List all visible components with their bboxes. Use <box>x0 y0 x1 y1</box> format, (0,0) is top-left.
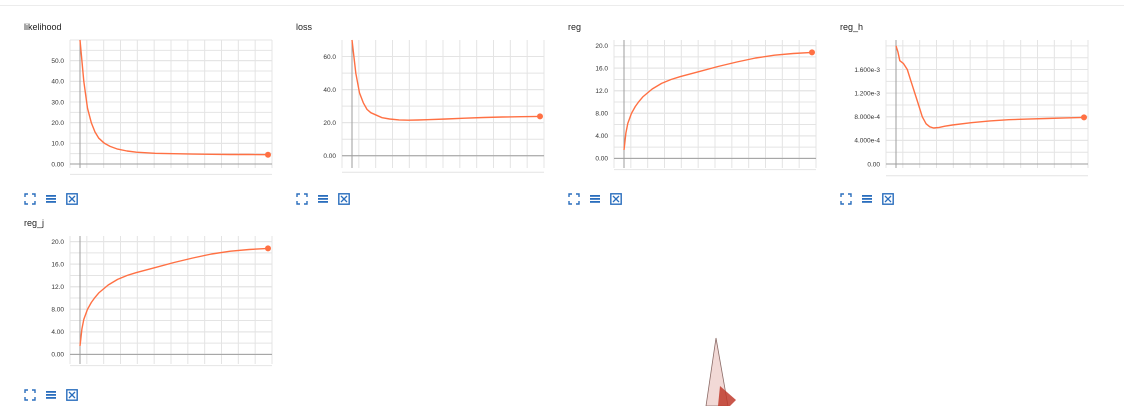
y-tick-label: 1.600e-3 <box>854 67 880 74</box>
chart-card-reg-j: reg_j 0.00 4.00 8.00 12.0 16.0 20.0 <box>24 218 284 408</box>
chart-plot[interactable]: 0.00 4.00 8.00 12.0 16.0 20.0 <box>24 234 284 382</box>
list-icon[interactable] <box>589 193 601 205</box>
y-tick-label: 0.00 <box>51 161 64 168</box>
fit-domain-icon[interactable] <box>66 193 78 205</box>
y-tick-label: 20.0 <box>51 120 64 127</box>
chart-plot[interactable]: 0.00 4.00 8.00 12.0 16.0 20.0 <box>568 38 828 186</box>
y-tick-label: 0.00 <box>595 156 608 163</box>
y-tick-label: 20.0 <box>51 239 64 246</box>
chart-title: reg_j <box>24 218 45 228</box>
chart-controls <box>840 192 894 206</box>
chart-title: likelihood <box>24 22 62 32</box>
chart-controls <box>296 192 350 206</box>
series-end-point <box>809 49 815 56</box>
chart-title: loss <box>296 22 313 32</box>
y-tick-label: 20.0 <box>595 43 608 50</box>
y-tick-label: 4.000e-4 <box>854 138 880 145</box>
mouse-cursor-icon <box>690 336 750 411</box>
fullscreen-icon[interactable] <box>24 193 36 205</box>
chart-svg: 0.00 10.0 20.0 30.0 40.0 50.0 <box>51 39 273 175</box>
series-end-point <box>265 245 271 252</box>
y-tick-label: 20.0 <box>323 120 336 127</box>
chart-card-loss: loss 0.00 20.0 40.0 60.0 <box>296 22 556 212</box>
y-tick-label: 4.00 <box>595 133 608 140</box>
chart-title: reg_h <box>840 22 864 32</box>
series-end-point <box>1081 114 1087 121</box>
chart-plot[interactable]: 0.00 4.000e-4 8.000e-4 1.200e-3 1.600e-3 <box>840 38 1100 186</box>
y-tick-label: 60.0 <box>323 54 336 61</box>
series-line <box>79 39 269 156</box>
y-tick-label: 30.0 <box>51 99 64 106</box>
fullscreen-icon[interactable] <box>568 193 580 205</box>
fit-domain-icon[interactable] <box>882 193 894 205</box>
list-icon[interactable] <box>45 389 57 401</box>
series-end-point <box>537 113 543 120</box>
y-tick-label: 8.000e-4 <box>854 114 880 121</box>
chart-svg: 0.00 20.0 40.0 60.0 <box>323 39 545 173</box>
chart-controls <box>568 192 622 206</box>
y-tick-label: 10.0 <box>51 141 64 148</box>
fit-domain-icon[interactable] <box>610 193 622 205</box>
chart-plot[interactable]: 0.00 10.0 20.0 30.0 40.0 50.0 <box>24 38 284 186</box>
y-tick-label: 12.0 <box>51 284 64 291</box>
y-tick-label: 1.200e-3 <box>854 90 880 97</box>
y-tick-label: 40.0 <box>323 87 336 94</box>
y-tick-label: 0.00 <box>51 352 64 359</box>
series-line <box>895 45 1085 129</box>
chart-card-reg-h: reg_h 0.00 4.000e-4 8.000e-4 1.200e-3 1.600e… <box>840 22 1100 212</box>
top-divider <box>0 5 1124 6</box>
chart-svg: 0.00 4.000e-4 8.000e-4 1.200e-3 1.600e-3 <box>854 40 1089 177</box>
chart-controls <box>24 192 78 206</box>
chart-plot[interactable]: 0.00 20.0 40.0 60.0 <box>296 38 556 186</box>
chart-title: reg <box>568 22 582 32</box>
y-tick-label: 12.0 <box>595 88 608 95</box>
chart-card-likelihood: likelihood 0.00 10.0 20.0 30.0 40.0 50.0 <box>24 22 284 212</box>
y-tick-label: 16.0 <box>51 261 64 268</box>
y-tick-label: 8.00 <box>51 307 64 314</box>
chart-svg: 0.00 4.00 8.00 12.0 16.0 20.0 <box>51 236 273 367</box>
y-tick-label: 16.0 <box>595 65 608 72</box>
y-tick-label: 4.00 <box>51 329 64 336</box>
y-tick-label: 40.0 <box>51 79 64 86</box>
y-tick-label: 8.00 <box>595 111 608 118</box>
fit-domain-icon[interactable] <box>66 389 78 401</box>
fullscreen-icon[interactable] <box>840 193 852 205</box>
chart-svg: 0.00 4.00 8.00 12.0 16.0 20.0 <box>595 40 817 171</box>
series-line <box>351 39 541 121</box>
fullscreen-icon[interactable] <box>296 193 308 205</box>
fit-domain-icon[interactable] <box>338 193 350 205</box>
series-end-point <box>265 151 271 158</box>
y-tick-label: 0.00 <box>323 153 336 160</box>
series-line <box>623 51 813 150</box>
list-icon[interactable] <box>45 193 57 205</box>
list-icon[interactable] <box>861 193 873 205</box>
chart-card-reg: reg 0.00 4.00 8.00 12.0 16.0 20.0 <box>568 22 828 212</box>
y-tick-label: 0.00 <box>867 161 880 168</box>
series-line <box>79 247 269 346</box>
fullscreen-icon[interactable] <box>24 389 36 401</box>
y-tick-label: 50.0 <box>51 58 64 65</box>
chart-controls <box>24 388 78 402</box>
list-icon[interactable] <box>317 193 329 205</box>
